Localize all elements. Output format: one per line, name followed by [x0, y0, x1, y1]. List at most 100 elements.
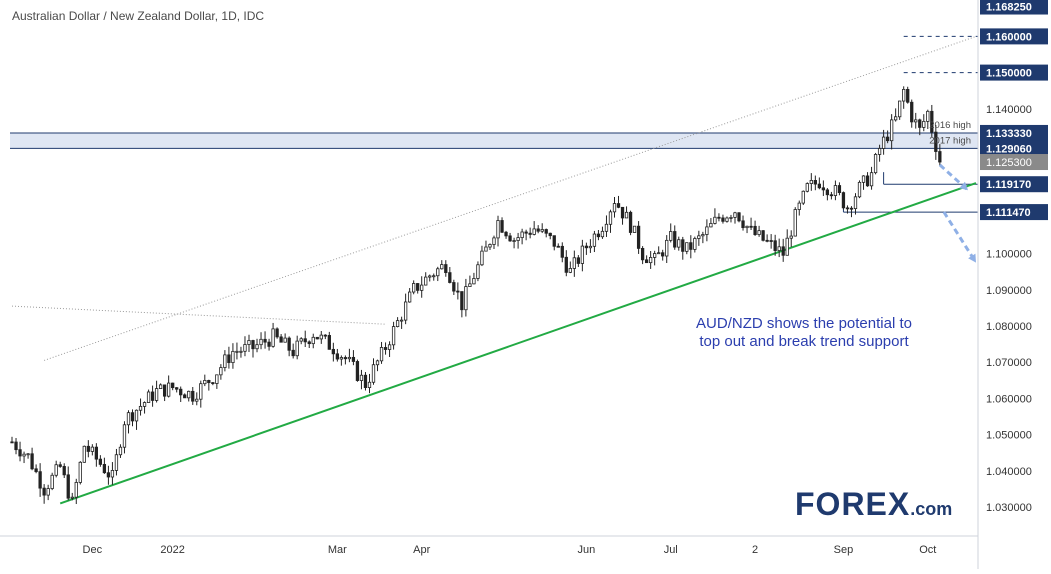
- candle-body: [914, 119, 918, 123]
- candle-body: [861, 175, 866, 183]
- candle-body: [540, 229, 544, 232]
- candle-body: [608, 211, 613, 225]
- price-level-badge: [980, 176, 1048, 193]
- candle-body: [78, 461, 82, 483]
- candle-body: [488, 244, 492, 248]
- candle-body: [753, 225, 757, 235]
- candle-body: [596, 233, 601, 238]
- candle-body: [391, 326, 396, 346]
- candle-body: [18, 449, 22, 457]
- candle-body: [307, 341, 311, 345]
- candle-body: [227, 354, 231, 364]
- candle-body: [938, 151, 942, 163]
- candle-body: [379, 347, 384, 362]
- candle-body: [162, 384, 167, 397]
- x-tick-label: Jul: [664, 544, 678, 556]
- candle-body: [14, 441, 18, 451]
- zone-label: 2017 high: [929, 135, 971, 146]
- candle-body: [259, 338, 263, 346]
- candle-body: [689, 242, 693, 250]
- candle-body: [480, 250, 484, 266]
- candle-body: [58, 464, 62, 467]
- candle-body: [910, 101, 914, 123]
- price-level-label: 1.168250: [986, 2, 1032, 14]
- candle-body: [279, 336, 283, 343]
- candle-body: [584, 245, 589, 249]
- candle-body: [624, 211, 629, 219]
- candle-body: [833, 185, 838, 196]
- candle-body: [387, 344, 392, 350]
- candle-body: [717, 216, 721, 219]
- price-level-badge: [980, 204, 1048, 221]
- candle-body: [412, 283, 416, 293]
- candle-body: [239, 350, 243, 353]
- candle-body: [745, 225, 749, 229]
- candle-body: [797, 202, 801, 210]
- annotation-text: top out and break trend support: [699, 333, 909, 350]
- candle-body: [857, 181, 862, 198]
- candle-body: [134, 409, 139, 422]
- x-tick-label: Jun: [578, 544, 596, 556]
- candle-body: [399, 319, 404, 322]
- y-tick-label: 1.080000: [986, 321, 1032, 333]
- candle-body: [885, 136, 890, 142]
- candle-body: [508, 235, 512, 242]
- candle-body: [476, 264, 480, 279]
- candle-body: [62, 466, 66, 476]
- candle-body: [685, 242, 689, 252]
- candle-body: [926, 110, 930, 122]
- candle-body: [620, 206, 625, 219]
- candle-body: [616, 203, 621, 208]
- candle-body: [375, 360, 380, 366]
- candle-body: [267, 341, 271, 347]
- candle-body: [90, 446, 94, 452]
- forex-logo-brand: FOREX: [795, 486, 911, 522]
- candle-body: [496, 220, 500, 239]
- candle-body: [295, 340, 299, 357]
- candle-body: [154, 388, 159, 401]
- candle-body: [171, 382, 175, 389]
- candle-body: [628, 211, 633, 233]
- candle-body: [640, 248, 645, 261]
- candle-body: [395, 320, 400, 327]
- price-level-badge: [980, 64, 1048, 81]
- candle-body: [74, 482, 78, 498]
- candle-body: [644, 259, 649, 264]
- candle-body: [299, 338, 303, 342]
- candle-body: [801, 190, 805, 204]
- y-tick-label: 1.050000: [986, 430, 1032, 442]
- candle-body: [420, 284, 424, 291]
- candle-body: [600, 230, 605, 238]
- candle-body: [179, 388, 183, 396]
- candle-body: [697, 235, 701, 239]
- candle-body: [359, 374, 364, 381]
- price-level-label: 1.119170: [986, 179, 1031, 191]
- candle-body: [889, 119, 894, 142]
- candle-body: [504, 231, 508, 237]
- candle-body: [536, 228, 540, 232]
- last-price-badge: [980, 154, 1048, 171]
- price-level-label: 1.111470: [986, 207, 1031, 219]
- candle-body: [669, 231, 673, 241]
- candle-body: [881, 136, 886, 149]
- candle-body: [865, 175, 870, 187]
- candle-body: [898, 100, 902, 118]
- candle-body: [175, 387, 179, 390]
- candle-body: [351, 356, 356, 362]
- candle-body: [46, 488, 50, 496]
- candle-body: [877, 148, 882, 155]
- y-tick-label: 1.030000: [986, 502, 1032, 514]
- x-tick-label: Sep: [834, 544, 854, 556]
- candle-body: [757, 230, 761, 235]
- candle-body: [219, 367, 223, 376]
- candle-body: [805, 183, 809, 192]
- candle-body: [564, 256, 568, 273]
- candle-body: [552, 235, 556, 247]
- candle-body: [681, 239, 685, 252]
- resistance-zone: [10, 132, 978, 149]
- candle-body: [512, 240, 516, 242]
- candle-body: [653, 253, 657, 258]
- candle-body: [10, 441, 14, 444]
- candle-body: [636, 225, 641, 249]
- candle-body: [367, 381, 372, 388]
